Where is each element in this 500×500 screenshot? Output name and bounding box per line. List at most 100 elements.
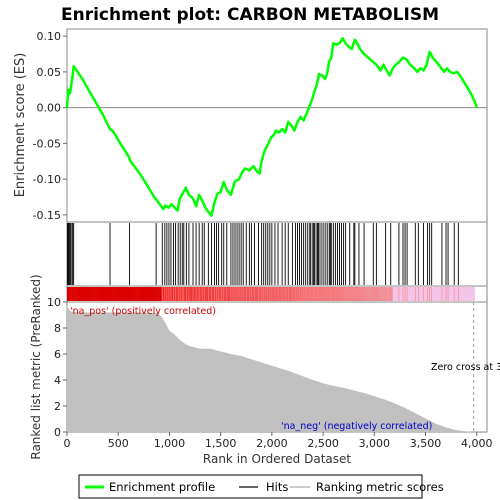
- heat-cell: [237, 287, 240, 301]
- heat-cell: [183, 287, 187, 301]
- heat-cell: [411, 287, 414, 301]
- heat-cell: [83, 287, 86, 301]
- heat-cell: [366, 287, 369, 301]
- heat-cell: [239, 287, 242, 301]
- heat-cell: [323, 287, 326, 301]
- es-y-tick-label: 0.05: [37, 66, 62, 79]
- heat-cell: [376, 287, 379, 301]
- heat-cell: [81, 287, 84, 301]
- metric-y-tick-label: 10: [47, 296, 61, 309]
- heat-cell: [319, 287, 322, 301]
- metric-y-tick-label: 8: [54, 322, 61, 335]
- heat-cell: [378, 287, 381, 301]
- heat-cell: [290, 287, 293, 301]
- legend: Enrichment profile Hits Ranking metric s…: [78, 474, 444, 499]
- heat-cell: [325, 287, 328, 301]
- heat-cell: [87, 287, 90, 301]
- metric-y-tick-label: 2: [54, 400, 61, 413]
- heat-cell: [446, 287, 449, 301]
- heat-cell: [286, 287, 289, 301]
- heat-cell: [468, 287, 471, 301]
- heat-cell: [339, 287, 342, 301]
- heat-cell: [454, 287, 457, 301]
- heat-cell: [405, 287, 408, 301]
- heat-cell: [73, 287, 76, 301]
- heat-cell: [448, 287, 451, 301]
- heat-cell: [464, 287, 467, 301]
- heat-cell: [105, 287, 109, 301]
- x-tick-label: 3,000: [359, 437, 391, 450]
- chart-title: Enrichment plot: CARBON METABOLISM: [61, 5, 439, 25]
- heat-cell: [386, 287, 389, 301]
- heat-cell: [425, 287, 428, 301]
- heat-cell: [241, 287, 244, 301]
- heat-cell: [200, 287, 203, 301]
- x-tick-label: 1,000: [154, 437, 186, 450]
- metric-y-ticks: 10 8 6 4 2 0: [47, 296, 67, 439]
- x-tick-label: 4,000: [461, 437, 493, 450]
- heat-cell: [138, 287, 141, 301]
- heat-cell: [122, 287, 125, 301]
- heat-cell: [142, 287, 146, 301]
- heat-cell: [177, 287, 180, 301]
- x-tick-label: 3,500: [410, 437, 442, 450]
- heat-cell: [212, 287, 215, 301]
- heat-cell: [146, 287, 150, 301]
- heat-cell: [171, 287, 174, 301]
- heat-cell: [265, 287, 268, 301]
- heat-cell: [374, 287, 377, 301]
- heat-cell: [429, 287, 432, 301]
- x-axis-title: Rank in Ordered Dataset: [203, 452, 351, 466]
- heat-cell: [79, 287, 82, 301]
- heat-cell: [144, 287, 148, 301]
- heat-cell: [314, 287, 318, 301]
- hit-marks: [67, 223, 459, 285]
- heat-cell: [472, 287, 475, 301]
- heat-cell: [269, 287, 273, 301]
- heat-cell: [267, 287, 271, 301]
- x-tick-label: 2,000: [256, 437, 288, 450]
- metric-y-tick-label: 0: [54, 426, 61, 439]
- heat-cell: [235, 287, 238, 301]
- heat-cell: [159, 287, 162, 301]
- x-tick-label: 1,500: [205, 437, 237, 450]
- es-y-tick-label: 0.10: [37, 30, 62, 43]
- heat-cell: [163, 287, 166, 301]
- heat-cell: [368, 287, 371, 301]
- heat-cell: [124, 287, 127, 301]
- es-y-tick-label: -0.15: [33, 209, 61, 222]
- heat-cell: [116, 287, 119, 301]
- hits-panel: [66, 221, 488, 287]
- heat-cell: [110, 287, 113, 301]
- heat-cell: [278, 287, 281, 301]
- metric-panel: 10 8 6 4 2 0 'na_pos' (positively correlated)…: [29, 274, 500, 459]
- heat-cell: [275, 287, 279, 301]
- neg-correlation-label: 'na_neg' (negatively correlated): [281, 421, 432, 432]
- heat-cell: [95, 287, 98, 301]
- heat-cell: [337, 287, 340, 301]
- heat-cell: [439, 287, 443, 301]
- legend-profile-label: Enrichment profile: [109, 480, 215, 494]
- heat-cell: [359, 287, 363, 301]
- heat-cell: [114, 287, 117, 301]
- heat-cell: [413, 287, 416, 301]
- heat-cell: [208, 287, 211, 301]
- heat-cell: [99, 287, 103, 301]
- metric-area-group: [67, 305, 477, 432]
- heat-cell: [398, 287, 402, 301]
- heat-cell: [452, 287, 455, 301]
- pos-correlation-label: 'na_pos' (positively correlated): [70, 306, 216, 317]
- heat-cell: [69, 287, 72, 301]
- heat-cell: [282, 287, 285, 301]
- heat-cell: [214, 287, 217, 301]
- heat-cell: [400, 287, 404, 301]
- heat-cell: [167, 287, 170, 301]
- heat-cell: [327, 287, 330, 301]
- heat-cell: [175, 287, 178, 301]
- heat-cell: [130, 287, 133, 301]
- heat-cell: [331, 287, 334, 301]
- heat-cell: [263, 287, 266, 301]
- heat-cell: [169, 287, 172, 301]
- heat-cell: [441, 287, 445, 301]
